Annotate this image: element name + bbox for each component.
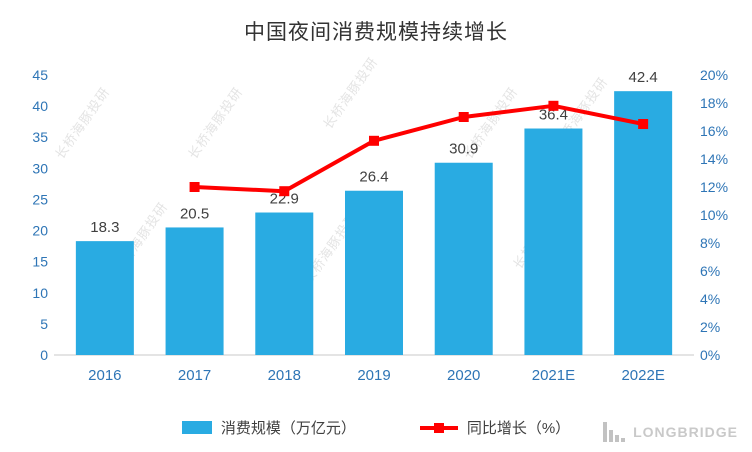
chart-title: 中国夜间消费规模持续增长 [244, 21, 508, 44]
bar-value-label-2019: 26.4 [359, 169, 388, 186]
left-axis-tick: 10 [32, 285, 48, 301]
x-axis-label-2017: 2017 [178, 367, 211, 384]
x-axis-label-2021E: 2021E [532, 367, 575, 384]
legend-item-line: 同比增长（%） [419, 417, 571, 438]
growth-marker-0 [189, 182, 200, 192]
right-axis-tick: 10% [700, 207, 728, 223]
bar-series-swatch [181, 421, 212, 434]
legend-item-bars: 消费规模（万亿元） [181, 417, 356, 438]
bar-value-label-2016: 18.3 [90, 219, 119, 236]
growth-line [194, 103, 644, 194]
watermark-text: 长桥海豚投研 [320, 54, 380, 131]
right-axis-tick: 0% [700, 347, 720, 363]
watermark-text: 长桥海豚投研 [52, 84, 112, 161]
watermark-text: 长桥海豚投研 [185, 84, 245, 161]
x-axis-label-2019: 2019 [357, 367, 390, 384]
line-series-swatch [419, 422, 458, 434]
right-axis-tick: 16% [700, 123, 728, 139]
right-axis-tick: 8% [700, 235, 720, 251]
bar-2019 [345, 190, 403, 355]
left-axis-tick: 15 [32, 254, 48, 270]
bar-value-label-2021E: 36.4 [539, 107, 568, 124]
logo-bars-icon [603, 422, 626, 442]
left-axis-tick: 35 [32, 129, 48, 145]
legend-label-bars: 消费规模（万亿元） [220, 420, 356, 437]
growth-marker-3 [458, 112, 469, 122]
line-swatch-marker [433, 422, 444, 433]
right-axis-tick: 20% [700, 67, 728, 83]
bar-2016 [75, 241, 134, 355]
bar-value-label-2017: 20.5 [180, 205, 209, 222]
right-axis-tick: 18% [700, 95, 728, 111]
growth-marker-4 [548, 100, 559, 111]
left-axis-tick: 0 [40, 347, 48, 363]
left-axis-tick: 25 [32, 191, 48, 207]
legend-label-line: 同比增长（%） [466, 420, 571, 437]
bar-2021E [524, 128, 583, 355]
bar-2017 [165, 227, 224, 355]
left-axis-tick: 40 [32, 98, 48, 114]
longbridge-logo: LONGBRIDGE [603, 420, 738, 442]
chart-legend: 消费规模（万亿元） 同比增长（%） [0, 417, 752, 438]
x-axis-label-2022E: 2022E [621, 367, 664, 384]
logo-text: LONGBRIDGE [633, 424, 738, 440]
bar-2022E [614, 91, 673, 355]
right-axis-tick: 4% [700, 291, 720, 307]
right-axis-tick: 12% [700, 179, 728, 195]
x-axis-label-2016: 2016 [88, 367, 121, 384]
bar-value-label-2022E: 42.4 [629, 69, 658, 86]
right-axis-tick: 6% [700, 263, 720, 279]
bar-value-label-2018: 22.9 [270, 191, 299, 208]
growth-marker-2 [369, 135, 379, 146]
bar-value-label-2020: 30.9 [449, 141, 478, 158]
right-axis-tick: 14% [700, 151, 728, 167]
right-axis-tick: 2% [700, 319, 720, 335]
growth-marker-5 [638, 119, 649, 129]
left-axis-tick: 20 [32, 223, 48, 239]
growth-marker-1 [279, 186, 290, 197]
bar-2020 [434, 162, 493, 355]
left-axis-tick: 45 [32, 67, 48, 83]
x-axis-label-2018: 2018 [268, 367, 301, 384]
left-axis-tick: 5 [40, 316, 48, 332]
left-axis-tick: 30 [32, 160, 48, 176]
x-axis-label-2020: 2020 [447, 367, 480, 384]
bar-2018 [255, 212, 314, 355]
